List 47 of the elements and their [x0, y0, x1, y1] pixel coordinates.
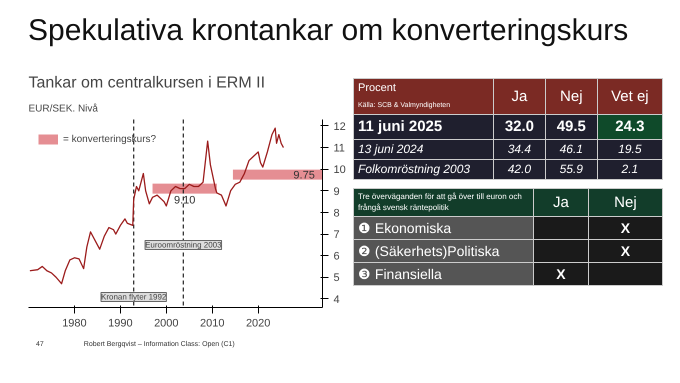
chart-subtitle: EUR/SEK. Nivå: [28, 102, 98, 114]
text: Spekulativa krontankar om konverteringskurs: [28, 13, 628, 49]
category-label: ❷ (Säkerhets)Politiska: [358, 242, 500, 259]
data-label: 19.5: [597, 139, 662, 160]
data-label: 24.3: [597, 114, 662, 140]
text: Tre överväganden för att gå över till euron och frångå svensk räntepolitik: [354, 188, 534, 216]
data-label: 42.0: [494, 159, 546, 180]
data-label: 49.5: [545, 114, 598, 140]
line-series: [29, 127, 284, 284]
category-label: Nej: [588, 188, 662, 216]
y-tick-label: 8: [334, 207, 340, 220]
data-label: 32.0: [494, 114, 546, 140]
text: X: [620, 242, 630, 259]
y-tick-label: 5: [334, 272, 340, 284]
category-label: ❸ Finansiella: [358, 266, 442, 282]
data-label: 55.9: [545, 159, 598, 180]
data-label: 2.1: [597, 159, 662, 180]
x-tick-label: 1980: [62, 318, 87, 330]
text: 13 juni 2024: [354, 139, 494, 160]
y-tick-label: 6: [334, 250, 340, 263]
x-tick-label: 2010: [200, 318, 224, 330]
legend-label: = konverteringskurs?: [63, 134, 156, 144]
category-label: Nej: [545, 78, 598, 115]
y-tick-label: 9: [334, 186, 340, 198]
data-label: 34.4: [494, 139, 546, 160]
data-label: 46.1: [545, 139, 598, 160]
x-tick-label: 1990: [108, 318, 133, 330]
text: Procent: [358, 82, 396, 94]
category-label: Ja: [534, 188, 588, 216]
series-label: Folkomröstning 2003: [354, 159, 494, 180]
annotation: 9.75: [293, 170, 315, 182]
chart-title: Tankar om centralkursen i ERM II: [28, 74, 266, 92]
text: X: [556, 266, 566, 282]
text: 11 juni 2025: [354, 114, 494, 140]
y-tick-label: 10: [334, 164, 346, 176]
category-label: Ja: [494, 78, 546, 115]
category-label: Vet ej: [597, 78, 662, 115]
y-tick-label: 11: [334, 142, 345, 155]
x-tick-label: 2000: [154, 318, 179, 330]
y-tick-label: 12: [334, 120, 346, 133]
category-label: ❶ Ekonomiska: [358, 220, 452, 236]
text: X: [620, 220, 630, 236]
ref-line-label: Kronan flyter 1992: [101, 292, 167, 302]
y-tick-label: 7: [334, 229, 340, 242]
annotation: 9.10: [174, 194, 196, 206]
y-tick-label: 4: [334, 294, 340, 306]
x-tick-label: 2020: [246, 318, 270, 330]
